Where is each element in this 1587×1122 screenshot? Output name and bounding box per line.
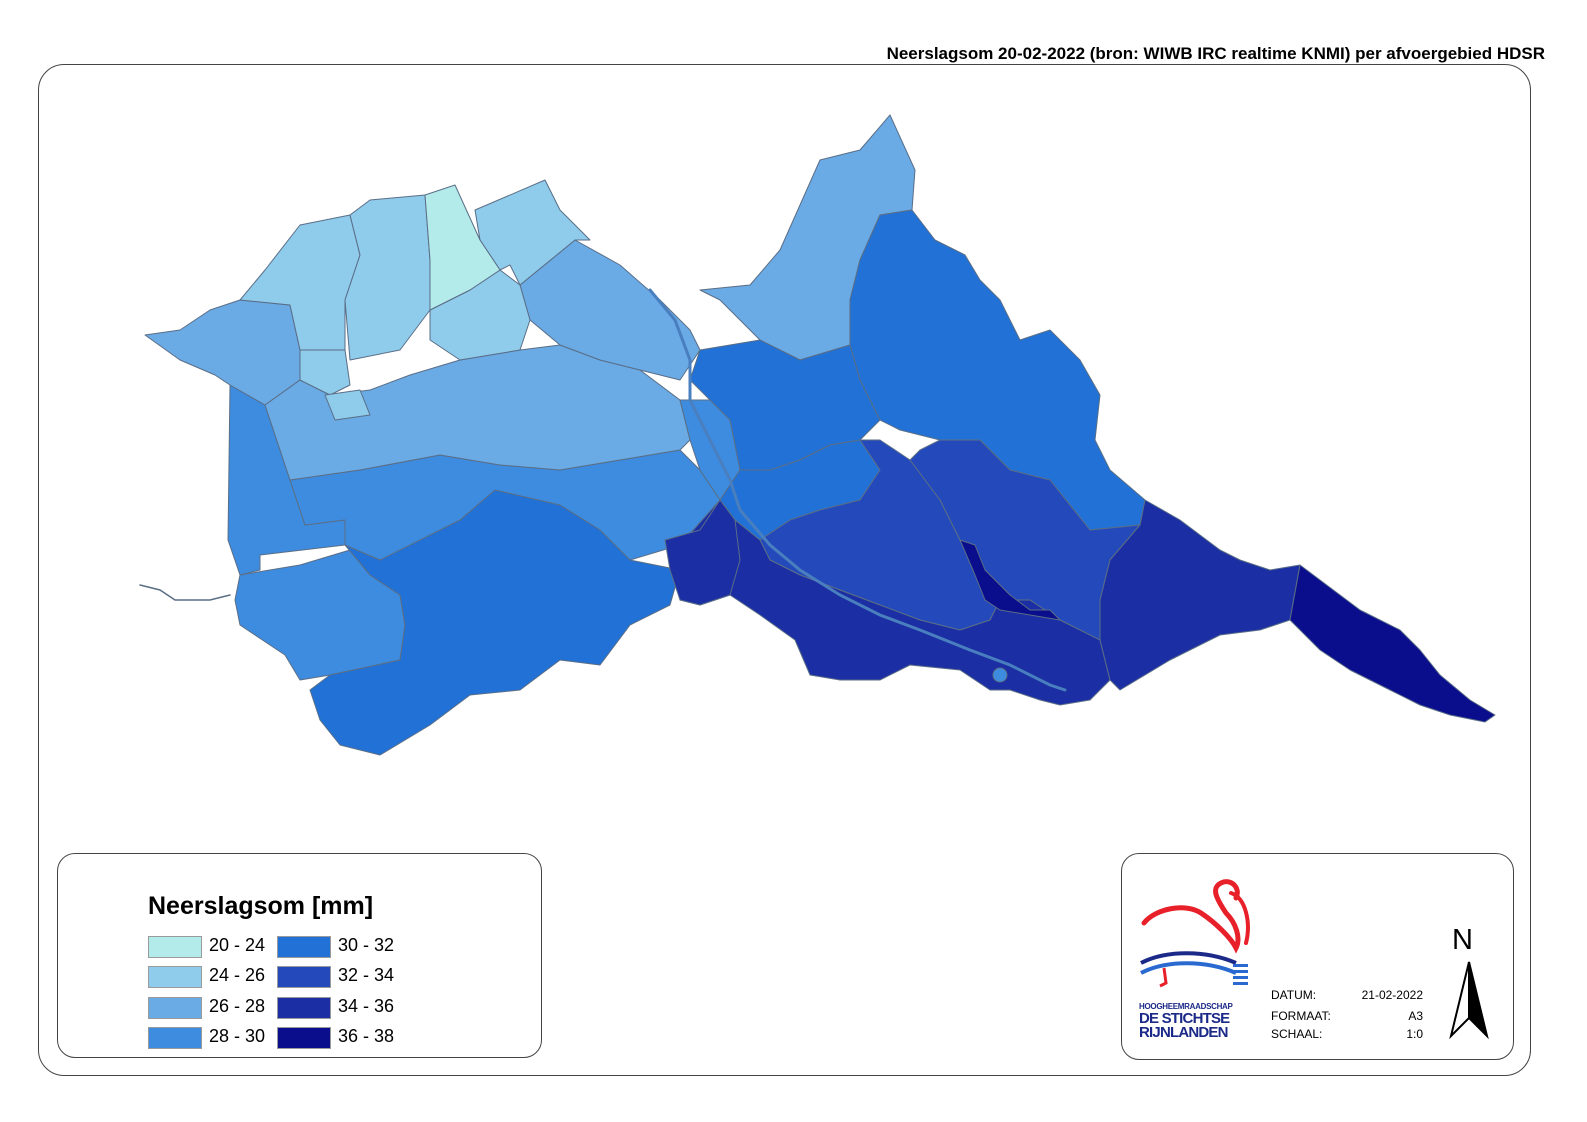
info-panel: HOOGHEEMRAADSCHAP DE STICHTSE RIJNLANDEN… xyxy=(1121,853,1514,1060)
legend-label: 34 - 36 xyxy=(338,996,395,1016)
map-frame xyxy=(38,64,1531,1076)
lake xyxy=(992,667,1008,683)
legend-label: 30 - 32 xyxy=(338,935,395,955)
region-36-38-center xyxy=(959,539,1061,621)
legend-label: 20 - 24 xyxy=(209,935,266,955)
formaat-value: A3 xyxy=(1408,1009,1423,1023)
formaat-label: FORMAAT: xyxy=(1271,1009,1331,1023)
map-title: Neerslagsom 20-02-2022 (bron: WIWB IRC r… xyxy=(886,44,1545,63)
legend-label: 28 - 30 xyxy=(209,1026,266,1046)
legend-swatch xyxy=(277,966,331,988)
region-24-26-small xyxy=(299,349,351,396)
legend-label: 26 - 28 xyxy=(209,996,266,1016)
schaal-label: SCHAAL: xyxy=(1271,1027,1323,1041)
legend-label: 24 - 26 xyxy=(209,965,266,985)
logo-text-line-3: RIJNLANDEN xyxy=(1139,1024,1228,1041)
region-24-26-dot xyxy=(324,389,371,421)
datum-value: 21-02-2022 xyxy=(1361,988,1423,1002)
region-26-28-center xyxy=(264,344,691,481)
region-24-26-north xyxy=(344,194,431,361)
datum-label: DATUM: xyxy=(1271,988,1317,1002)
legend-swatch xyxy=(148,997,202,1019)
legend-swatch xyxy=(277,936,331,958)
region-26-28-west xyxy=(144,299,301,406)
legend-title: Neerslagsom [mm] xyxy=(148,892,374,920)
region-34-36-south xyxy=(679,499,1111,706)
legend-swatch xyxy=(148,966,202,988)
legend-swatch xyxy=(277,997,331,1019)
legend-label: 32 - 34 xyxy=(338,965,395,985)
swan-logo-icon xyxy=(1140,879,1250,988)
legend-panel: Neerslagsom [mm] 20 - 24 24 - 26 26 - 28… xyxy=(57,853,542,1058)
canal-main xyxy=(648,288,1067,692)
schaal-value: 1:0 xyxy=(1406,1027,1423,1041)
legend-label: 36 - 38 xyxy=(338,1026,395,1046)
canal-west-road xyxy=(139,584,231,601)
legend-swatch xyxy=(148,936,202,958)
region-20-24 xyxy=(424,184,501,311)
north-arrow-icon xyxy=(1449,961,1489,1040)
region-34-36-west xyxy=(664,499,741,606)
region-34-36-east xyxy=(1099,499,1301,691)
logo-text-line-2: DE STICHTSE xyxy=(1139,1010,1230,1027)
logo-text-line-1: HOOGHEEMRAADSCHAP xyxy=(1139,1002,1233,1011)
legend-swatch xyxy=(148,1027,202,1049)
legend-swatch xyxy=(277,1027,331,1049)
region-36-38-southeast xyxy=(1289,564,1496,723)
north-label: N xyxy=(1452,924,1473,956)
